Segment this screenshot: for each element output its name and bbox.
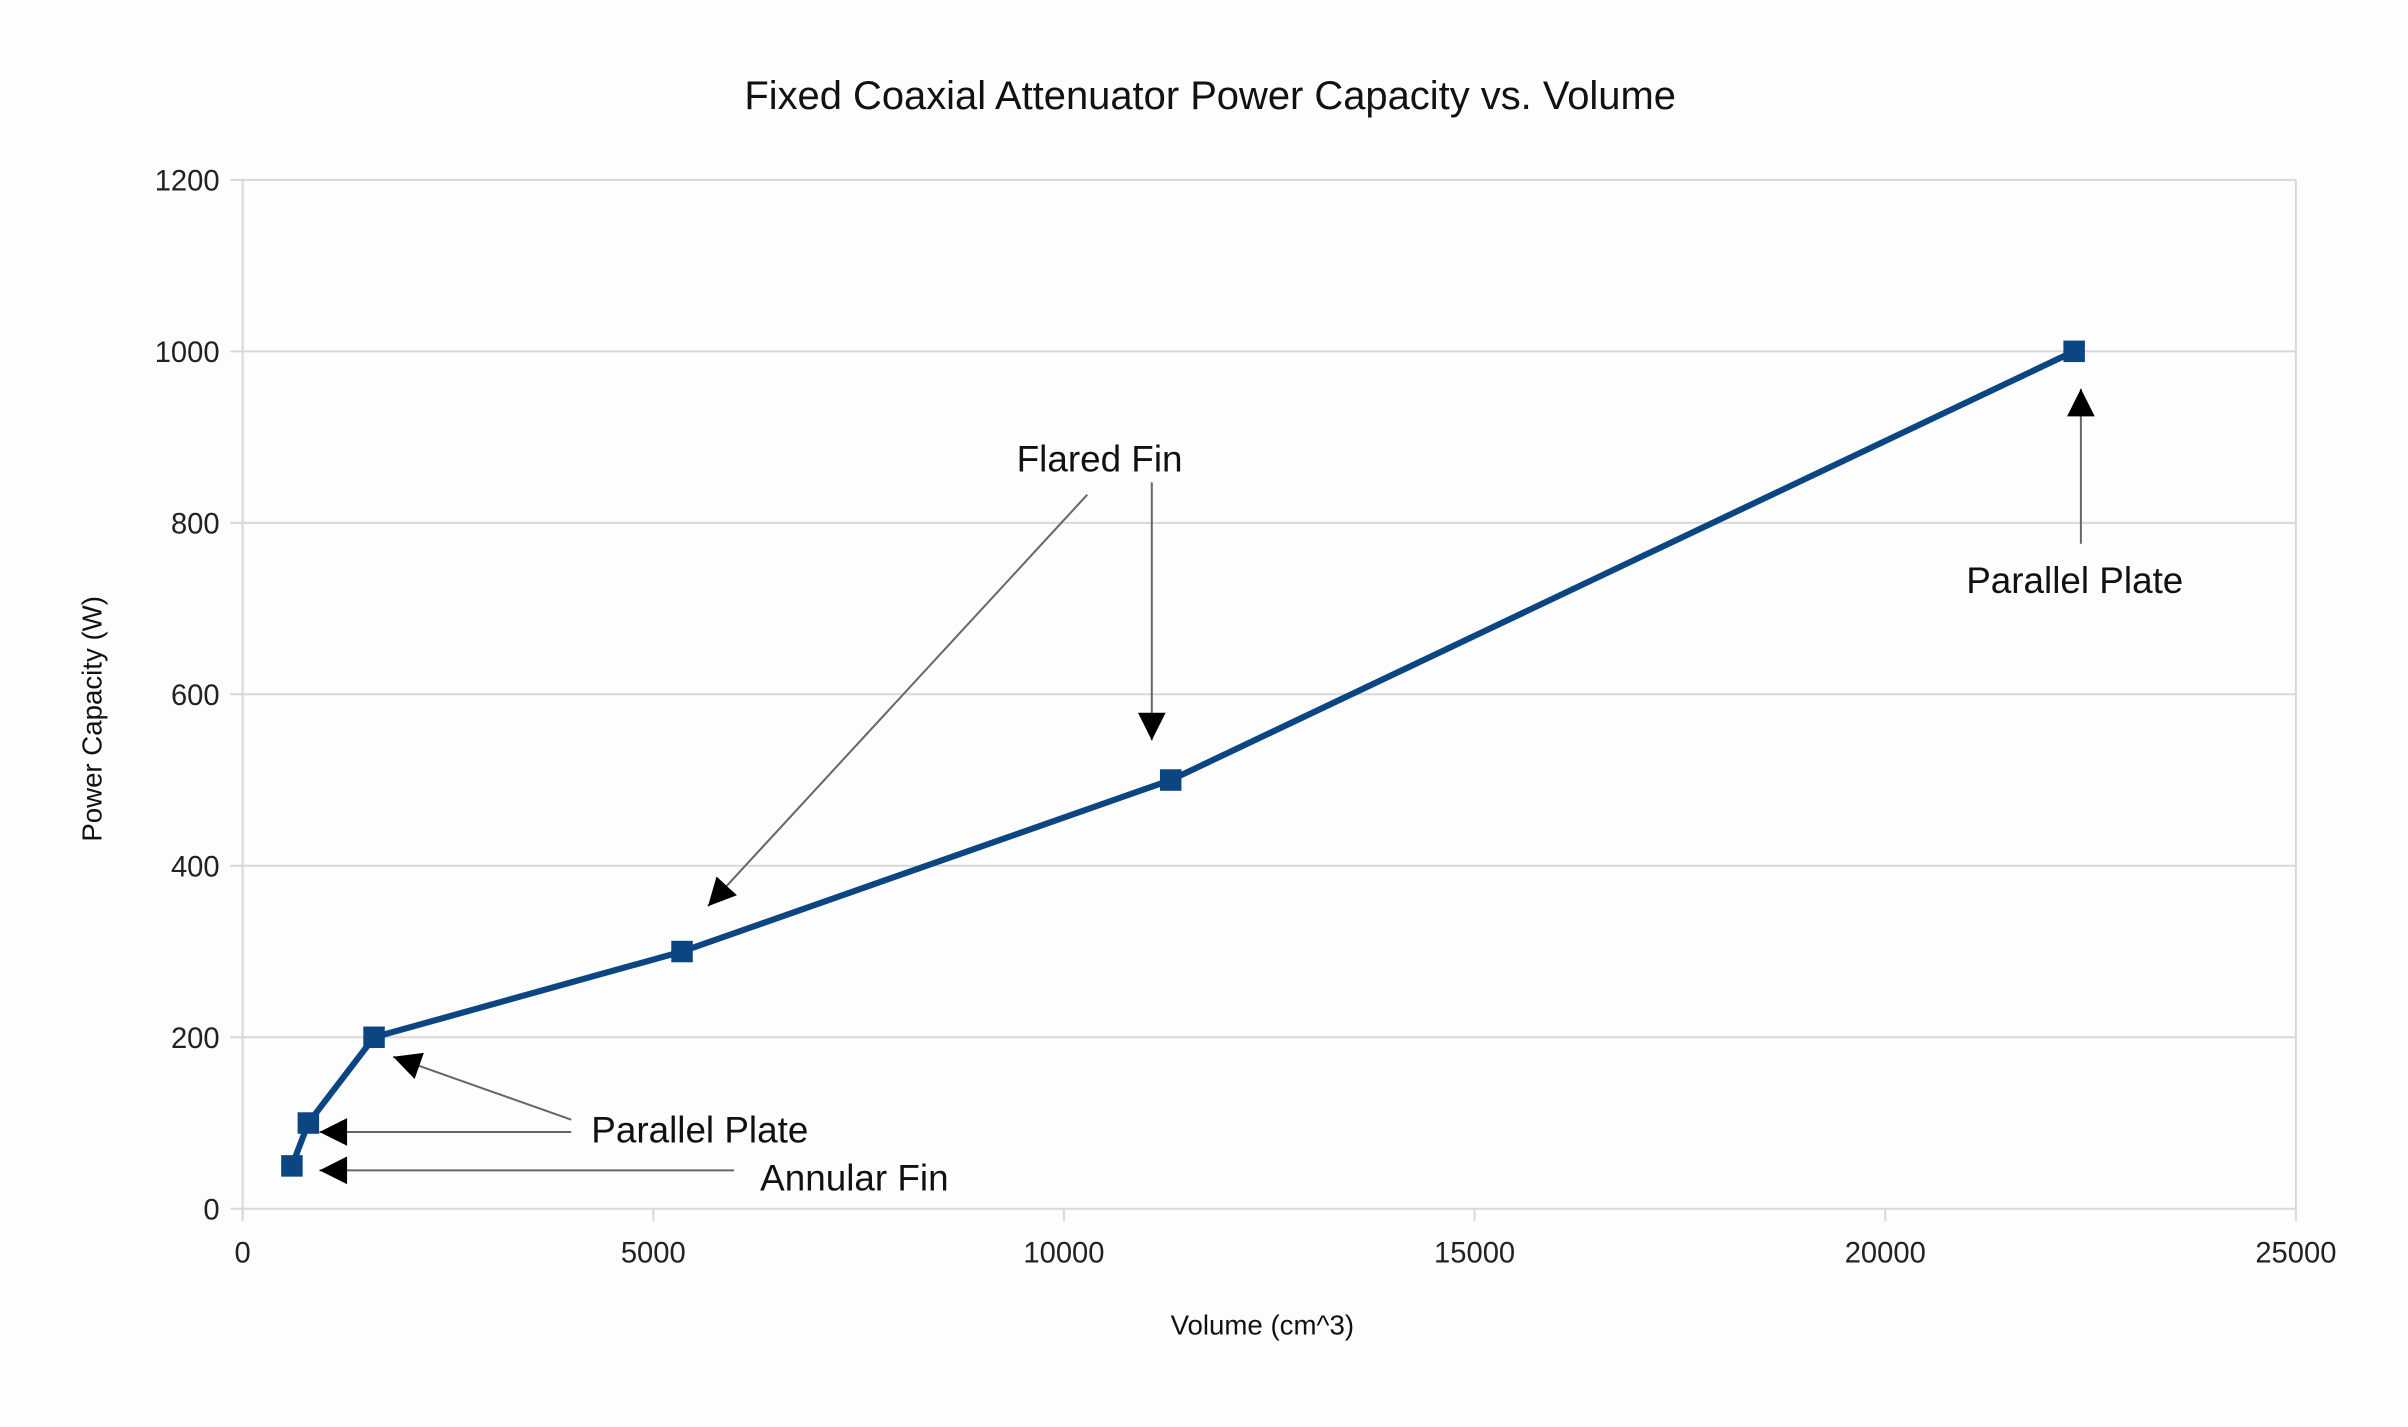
y-tick-label: 0 bbox=[203, 1195, 219, 1227]
data-point bbox=[1159, 769, 1182, 791]
series bbox=[281, 340, 2085, 1177]
y-tick-label: 400 bbox=[171, 852, 220, 884]
x-axis-label: Volume (cm^3) bbox=[1171, 1310, 1354, 1341]
annotation-label: Parallel Plate bbox=[1966, 560, 2183, 601]
x-tick-label: 0 bbox=[235, 1238, 251, 1270]
data-point bbox=[297, 1112, 320, 1134]
x-tick-label: 20000 bbox=[1845, 1238, 1926, 1270]
x-tick-label: 10000 bbox=[1023, 1238, 1104, 1270]
data-point bbox=[363, 1026, 385, 1049]
series-line bbox=[289, 348, 2076, 1167]
annotation-arrow bbox=[392, 1052, 572, 1121]
data-point bbox=[671, 940, 693, 963]
annotations: Annular Fin Parallel Plate Flared Fin Paral… bbox=[319, 388, 2183, 1198]
data-point bbox=[281, 1155, 303, 1177]
annotation-arrow bbox=[707, 493, 1089, 907]
y-tick-label: 200 bbox=[171, 1023, 220, 1055]
x-tick-label: 15000 bbox=[1434, 1238, 1515, 1270]
annotation-label: Annular Fin bbox=[760, 1157, 948, 1198]
y-tick-label: 1000 bbox=[155, 337, 220, 369]
x-tick-label: 25000 bbox=[2255, 1238, 2336, 1270]
x-tick-label: 5000 bbox=[621, 1238, 686, 1270]
y-axis-label: Power Capacity (W) bbox=[76, 596, 107, 842]
annotation-label: Parallel Plate bbox=[591, 1110, 808, 1151]
y-tick-label: 600 bbox=[171, 680, 220, 712]
annotation-label: Flared Fin bbox=[1017, 439, 1183, 480]
y-tick-label: 800 bbox=[171, 509, 220, 541]
grid bbox=[230, 178, 2297, 1222]
tick-labels: 0 200 400 600 800 1000 1200 0 5000 10000 15000 2000… bbox=[155, 166, 2337, 1270]
data-point bbox=[2063, 340, 2085, 363]
y-tick-label: 1200 bbox=[155, 166, 220, 198]
chart-title: Fixed Coaxial Attenuator Power Capacity … bbox=[744, 74, 1676, 118]
